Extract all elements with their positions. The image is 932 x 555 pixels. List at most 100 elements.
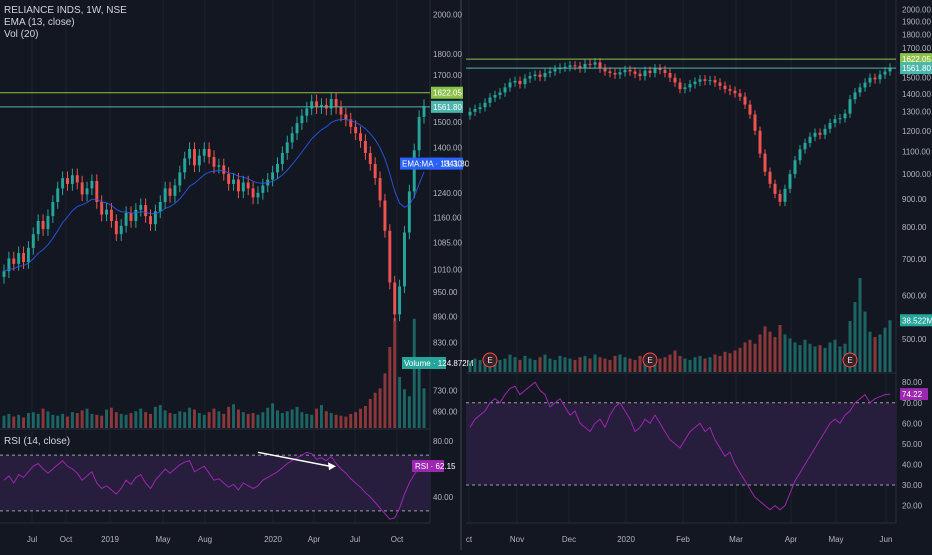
rsi-tick-label: 40.00 (433, 493, 454, 502)
volume-bar (334, 414, 338, 428)
candle-body (109, 209, 113, 221)
price-tick-label: 1000.00 (902, 170, 931, 179)
volume-bar (197, 413, 201, 428)
volume-bar (753, 343, 757, 372)
volume-bar (417, 366, 421, 428)
ema-line (3, 119, 425, 272)
volume-bar (678, 355, 682, 372)
candle-body (295, 123, 299, 134)
candle-body (553, 69, 557, 72)
price-tick-label: 1300.00 (902, 108, 931, 117)
candle-body (608, 71, 612, 74)
candle-body (31, 234, 35, 248)
rsi-band (466, 402, 896, 485)
volume-bar (100, 415, 104, 428)
candle-body (488, 97, 492, 103)
candle-body (178, 172, 182, 186)
volume-bar (788, 338, 792, 372)
time-tick-label: Oct (391, 535, 404, 544)
volume-bar (683, 358, 687, 372)
price-tick-label: 1900.00 (902, 18, 931, 27)
volume-bar (883, 327, 887, 372)
candle-body (808, 136, 812, 143)
price-tick-label: 830.00 (433, 339, 458, 348)
candle-body (693, 81, 697, 85)
volume-bar (363, 405, 367, 428)
candle-body (407, 191, 411, 233)
volume-bar (80, 410, 84, 428)
candle-body (17, 253, 21, 264)
volume-bar (763, 326, 767, 372)
volume-bar (628, 358, 632, 372)
candle-body (843, 113, 847, 119)
volume-bar (295, 406, 299, 428)
volume-bar (305, 413, 309, 428)
volume-bar (403, 389, 406, 428)
volume-legend[interactable]: Vol (20) (4, 29, 39, 40)
price-tick-label: 1400.00 (433, 144, 462, 153)
rsi-tick-label: 40.00 (902, 460, 923, 469)
volume-bar (393, 318, 397, 428)
volume-bar (359, 408, 362, 428)
candle-body (417, 116, 421, 151)
time-tick-label: Mar (729, 535, 743, 544)
candle-body (66, 178, 69, 184)
price-badge-label: 1561.80 (433, 103, 462, 112)
volume-bar (698, 355, 702, 372)
volume-bar (61, 413, 65, 428)
candle-body (868, 77, 872, 83)
candle-body (583, 63, 587, 69)
price-tick-label: 2000.00 (902, 5, 931, 14)
candle-body (163, 188, 167, 202)
candle-body (222, 165, 226, 174)
rsi-tick-label: 50.00 (902, 440, 923, 449)
candle-body (246, 182, 250, 189)
candle-body (703, 79, 707, 81)
candle-body (713, 80, 717, 83)
candle-body (344, 114, 348, 120)
candle-body (723, 85, 727, 90)
candle-body (383, 200, 387, 231)
candle-body (648, 70, 652, 74)
candle-body (688, 84, 692, 88)
candle-body (593, 62, 597, 65)
volume-bar (473, 358, 477, 372)
volume-bar (853, 302, 857, 372)
price-tick-label: 1800.00 (902, 30, 931, 39)
candle-body (523, 78, 527, 85)
volume-bar (838, 346, 842, 372)
rsi-tick-label: 80.00 (433, 437, 454, 446)
candle-body (349, 119, 353, 127)
volume-bar (793, 342, 797, 372)
price-badge-label: 1561.80 (902, 64, 931, 73)
candle-body (315, 101, 319, 108)
divergence-arrow (257, 451, 331, 467)
symbol-title[interactable]: RELIANCE INDS, 1W, NSE (4, 5, 127, 16)
rsi-legend[interactable]: RSI (14, close) (4, 436, 71, 447)
candle-body (388, 230, 392, 283)
volume-bar (90, 413, 94, 428)
candle-body (783, 188, 787, 202)
volume-bar (144, 412, 148, 428)
candle-body (768, 171, 772, 184)
rsi-tick-label: 80.00 (902, 378, 923, 387)
volume-bar (558, 355, 562, 372)
candle-body (573, 65, 577, 67)
candle-body (134, 209, 138, 221)
candle-body (36, 220, 40, 235)
candle-body (833, 119, 837, 123)
volume-bar (153, 406, 157, 428)
volume-bar (329, 413, 333, 428)
volume-bar (518, 359, 522, 372)
candle-body (718, 82, 722, 86)
volume-bar (85, 408, 89, 428)
candle-body (158, 201, 162, 212)
candle-body (618, 72, 622, 75)
price-tick-label: 900.00 (902, 195, 927, 204)
ema-legend[interactable]: EMA (13, close) (4, 17, 75, 28)
volume-bar (668, 354, 672, 372)
volume-bar (713, 354, 717, 372)
candle-body (319, 104, 323, 108)
